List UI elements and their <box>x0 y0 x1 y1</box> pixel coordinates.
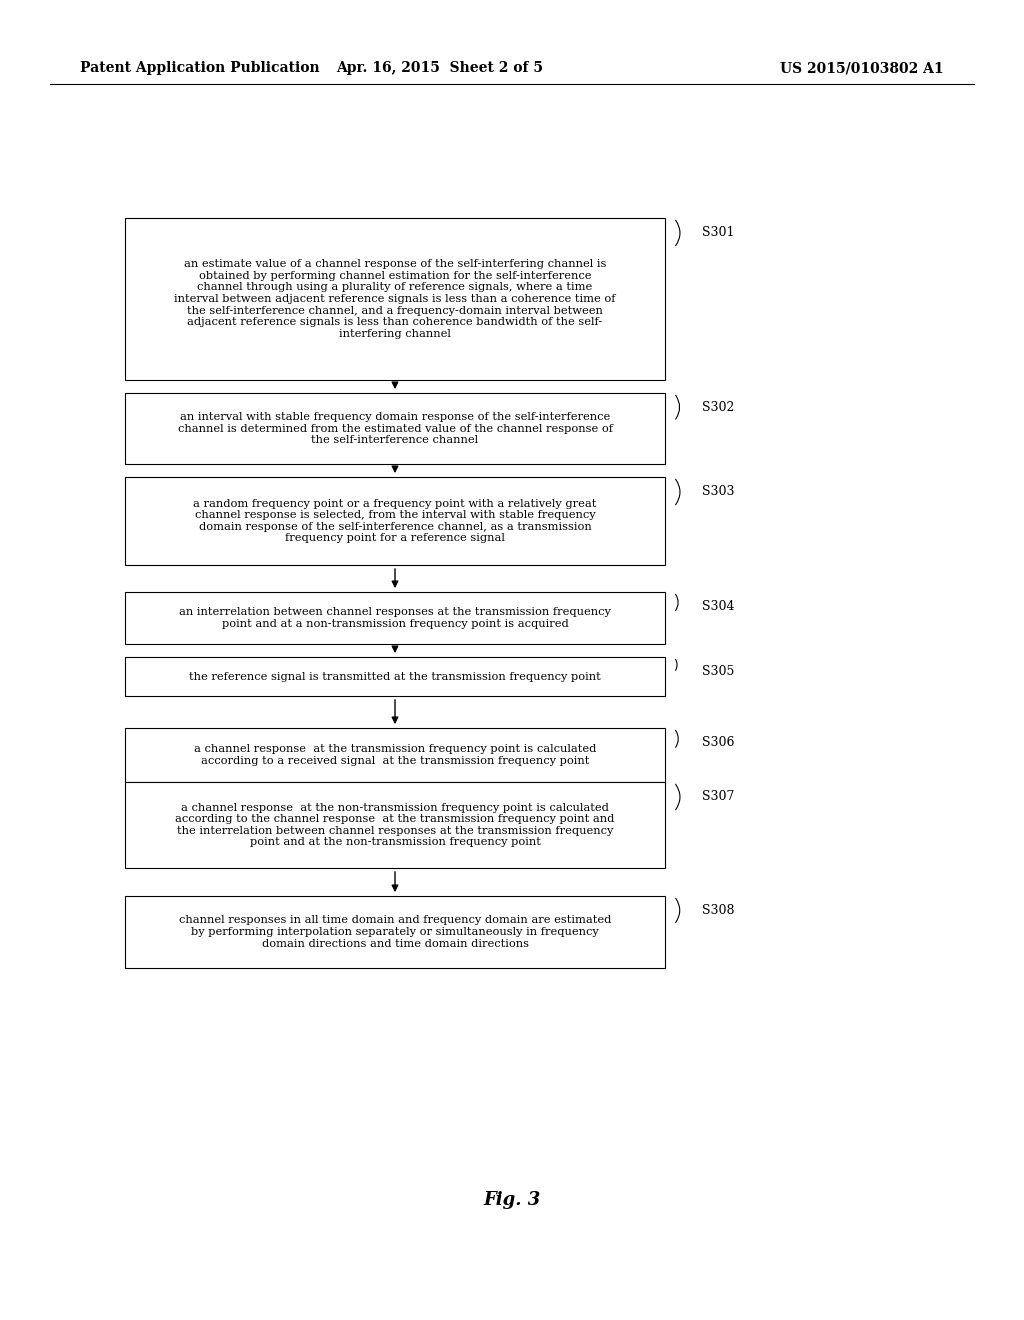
Text: an estimate value of a channel response of the self-interfering channel is
obtai: an estimate value of a channel response … <box>174 259 615 339</box>
Text: Fig. 3: Fig. 3 <box>483 1191 541 1209</box>
Text: a random frequency point or a frequency point with a relatively great
channel re: a random frequency point or a frequency … <box>194 499 597 544</box>
Bar <box>125 591 665 644</box>
Text: S305: S305 <box>702 665 734 678</box>
Bar <box>125 218 665 380</box>
Text: Patent Application Publication: Patent Application Publication <box>80 61 319 75</box>
Text: a channel response  at the non-transmission frequency point is calculated
accord: a channel response at the non-transmissi… <box>175 803 614 847</box>
Text: Apr. 16, 2015  Sheet 2 of 5: Apr. 16, 2015 Sheet 2 of 5 <box>337 61 544 75</box>
Text: S303: S303 <box>702 484 734 498</box>
Text: S307: S307 <box>702 789 734 803</box>
Text: channel responses in all time domain and frequency domain are estimated
by perfo: channel responses in all time domain and… <box>179 915 611 949</box>
Text: an interval with stable frequency domain response of the self-interference
chann: an interval with stable frequency domain… <box>177 412 612 445</box>
Text: S302: S302 <box>702 401 734 414</box>
Text: S301: S301 <box>702 226 734 239</box>
Text: S304: S304 <box>702 601 734 612</box>
Bar <box>125 393 665 465</box>
Text: S308: S308 <box>702 904 734 917</box>
Bar <box>125 781 665 869</box>
Text: the reference signal is transmitted at the transmission frequency point: the reference signal is transmitted at t… <box>189 672 601 681</box>
Text: a channel response  at the transmission frequency point is calculated
according : a channel response at the transmission f… <box>194 744 596 766</box>
Bar <box>125 896 665 968</box>
Text: an interrelation between channel responses at the transmission frequency
point a: an interrelation between channel respons… <box>179 607 611 628</box>
Text: S306: S306 <box>702 737 734 748</box>
Bar <box>125 657 665 696</box>
Bar <box>125 729 665 781</box>
Text: US 2015/0103802 A1: US 2015/0103802 A1 <box>780 61 944 75</box>
Bar <box>125 477 665 565</box>
